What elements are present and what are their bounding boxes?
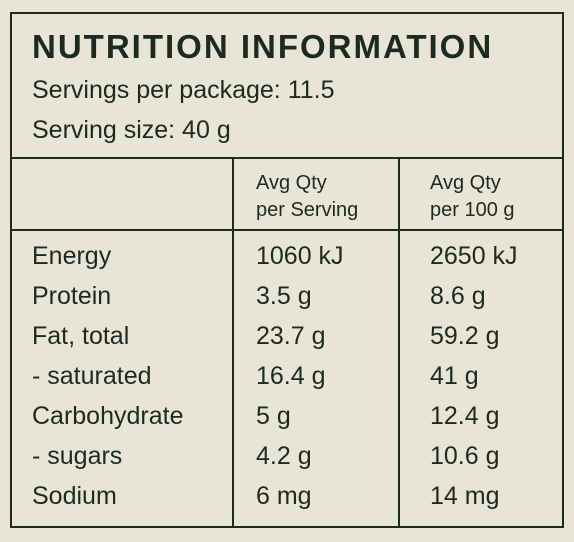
servings: Servings per package: 11.5 <box>32 76 335 104</box>
column-header: Avg Qty per 100 g <box>430 172 515 221</box>
cell: 5 g <box>256 402 291 430</box>
column-header: Avg Qty per Serving <box>256 172 359 221</box>
divider <box>232 159 234 526</box>
cell: 2650 kJ <box>430 242 518 270</box>
divider <box>12 157 562 159</box>
cell: Energy <box>32 242 112 270</box>
cell: Fat, total <box>32 322 130 350</box>
divider <box>398 159 400 526</box>
cell: 6 mg <box>256 482 312 510</box>
cell: - saturated <box>32 362 152 390</box>
cell: 1060 kJ <box>256 242 344 270</box>
title: NUTRITION INFORMATION <box>32 28 494 65</box>
cell: 59.2 g <box>430 322 500 350</box>
cell: 4.2 g <box>256 442 312 470</box>
cell: 23.7 g <box>256 322 326 350</box>
nutrition-panel: NUTRITION INFORMATION Servings per packa… <box>10 12 564 528</box>
cell: 14 mg <box>430 482 500 510</box>
cell: 8.6 g <box>430 282 486 310</box>
cell: 12.4 g <box>430 402 500 430</box>
cell: Carbohydrate <box>32 402 184 430</box>
cell: Protein <box>32 282 112 310</box>
cell: 3.5 g <box>256 282 312 310</box>
divider <box>12 229 562 231</box>
serving-size: Serving size: 40 g <box>32 116 231 144</box>
cell: - sugars <box>32 442 123 470</box>
cell: 41 g <box>430 362 479 390</box>
cell: Sodium <box>32 482 117 510</box>
cell: 16.4 g <box>256 362 326 390</box>
cell: 10.6 g <box>430 442 500 470</box>
